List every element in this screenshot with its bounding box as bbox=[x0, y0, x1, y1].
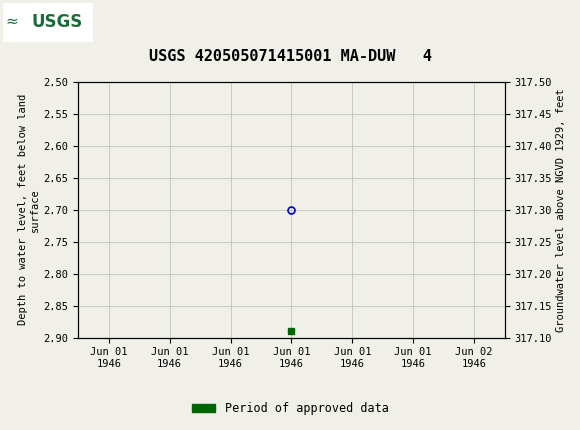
Text: USGS 420505071415001 MA-DUW   4: USGS 420505071415001 MA-DUW 4 bbox=[148, 49, 432, 64]
Legend: Period of approved data: Period of approved data bbox=[187, 397, 393, 420]
Y-axis label: Groundwater level above NGVD 1929, feet: Groundwater level above NGVD 1929, feet bbox=[556, 88, 566, 332]
Text: USGS: USGS bbox=[32, 12, 83, 31]
Y-axis label: Depth to water level, feet below land
surface: Depth to water level, feet below land su… bbox=[18, 94, 39, 325]
FancyBboxPatch shape bbox=[3, 3, 93, 43]
Text: ≈: ≈ bbox=[6, 14, 19, 29]
